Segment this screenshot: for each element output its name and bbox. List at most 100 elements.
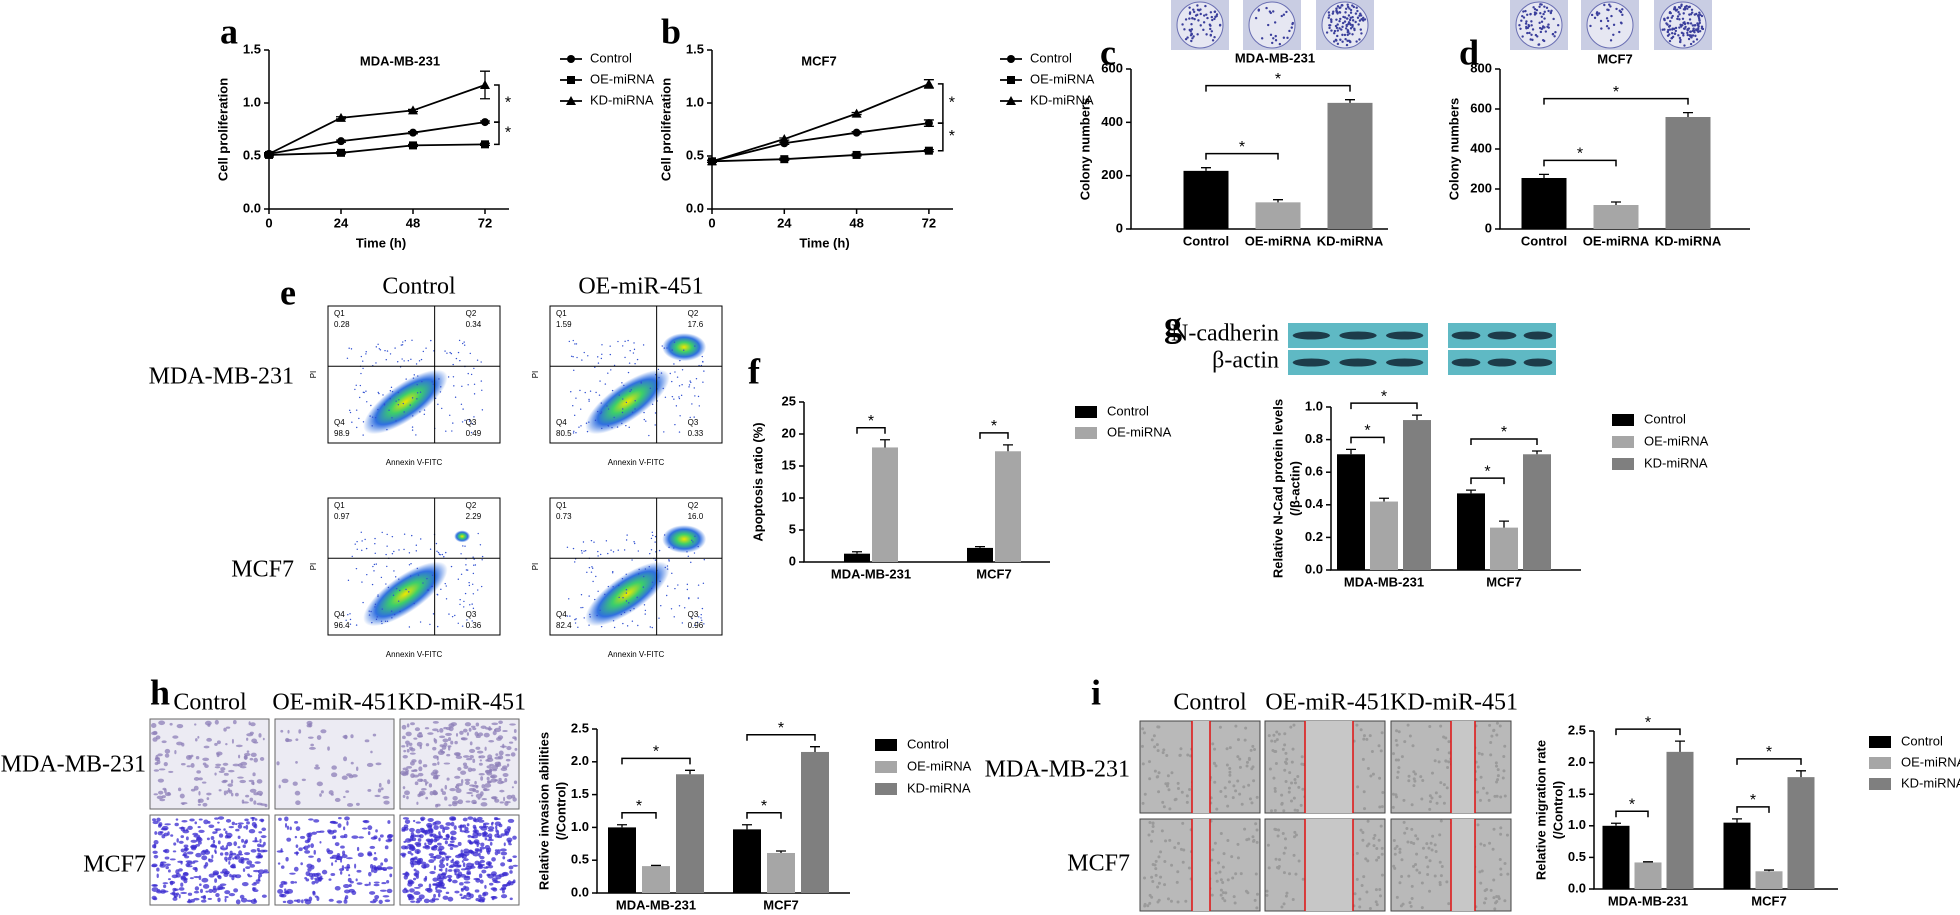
cell bbox=[663, 431, 665, 433]
cell bbox=[1410, 897, 1414, 901]
cell bbox=[463, 881, 471, 884]
cell bbox=[588, 398, 590, 401]
point bbox=[337, 148, 345, 157]
cell bbox=[237, 824, 243, 829]
cell bbox=[452, 363, 454, 366]
cell bbox=[186, 900, 193, 904]
cell bbox=[481, 555, 484, 558]
cell bbox=[1364, 857, 1368, 861]
y-axis-label: PI bbox=[531, 371, 540, 379]
significance-bracket bbox=[1350, 402, 1418, 410]
cell bbox=[366, 401, 368, 403]
cell bbox=[1492, 896, 1496, 900]
cell bbox=[402, 402, 404, 405]
cell bbox=[481, 389, 483, 392]
cell bbox=[1301, 877, 1305, 881]
cell bbox=[175, 892, 180, 896]
scratch bbox=[1192, 819, 1210, 911]
cell bbox=[664, 396, 667, 398]
cell bbox=[454, 890, 460, 894]
error-bar bbox=[1611, 201, 1621, 205]
cell bbox=[294, 835, 298, 839]
cell bbox=[406, 723, 410, 728]
cell bbox=[330, 873, 336, 876]
cell bbox=[621, 422, 623, 425]
cell bbox=[498, 823, 503, 828]
colony bbox=[1687, 27, 1691, 30]
error-bar bbox=[1346, 448, 1356, 455]
error-bar bbox=[1412, 414, 1422, 421]
legend-label: OE-miRNA bbox=[1901, 754, 1960, 769]
point bbox=[480, 79, 490, 89]
cell bbox=[592, 580, 594, 583]
cell bbox=[164, 856, 170, 860]
colony bbox=[1538, 21, 1541, 25]
cell bbox=[1245, 764, 1249, 768]
colony bbox=[1671, 27, 1674, 30]
cell bbox=[475, 746, 481, 750]
cell bbox=[663, 534, 666, 536]
cell bbox=[470, 794, 474, 797]
cell bbox=[165, 866, 169, 870]
cell bbox=[486, 765, 492, 769]
colony bbox=[1202, 21, 1206, 24]
cell bbox=[401, 724, 407, 730]
cell bbox=[290, 880, 295, 884]
cell bbox=[177, 787, 182, 792]
colony bbox=[1345, 43, 1349, 47]
cell bbox=[1272, 776, 1276, 780]
cell bbox=[435, 542, 438, 545]
cell bbox=[1143, 902, 1147, 906]
colony bbox=[1282, 36, 1286, 39]
cell bbox=[376, 616, 378, 618]
cell bbox=[310, 743, 314, 747]
cell bbox=[394, 576, 397, 578]
cell bbox=[460, 888, 464, 892]
cell bbox=[1495, 780, 1499, 784]
bar bbox=[1723, 822, 1751, 889]
cell bbox=[314, 879, 319, 884]
cell bbox=[633, 541, 635, 543]
cell bbox=[369, 845, 376, 849]
cell bbox=[613, 416, 615, 419]
colony bbox=[1536, 35, 1539, 38]
cell bbox=[1489, 753, 1493, 757]
cell bbox=[277, 889, 284, 894]
quadrant-name: Q4 bbox=[334, 418, 345, 427]
cell bbox=[354, 388, 356, 391]
cell bbox=[1270, 809, 1274, 813]
bar bbox=[1755, 871, 1783, 889]
cell bbox=[476, 816, 483, 821]
axis-line bbox=[711, 50, 953, 210]
colony bbox=[1199, 12, 1202, 16]
cell bbox=[673, 398, 675, 400]
error-bar bbox=[651, 864, 661, 867]
colony bbox=[1663, 18, 1666, 21]
cell bbox=[468, 420, 471, 422]
cell bbox=[474, 889, 480, 893]
colony bbox=[1352, 5, 1356, 9]
cell bbox=[299, 835, 306, 839]
cell bbox=[403, 411, 405, 413]
cell bbox=[389, 353, 392, 355]
cell bbox=[459, 882, 464, 886]
colony bbox=[1273, 21, 1277, 24]
cell bbox=[1426, 865, 1430, 869]
cell bbox=[402, 735, 406, 740]
cell bbox=[1247, 783, 1251, 787]
cell bbox=[574, 343, 576, 345]
cell bbox=[1503, 794, 1507, 798]
cell bbox=[378, 782, 382, 788]
cell bbox=[463, 600, 465, 603]
point bbox=[409, 141, 417, 150]
colony bbox=[1691, 34, 1695, 37]
cell bbox=[1433, 843, 1437, 847]
cell bbox=[197, 803, 202, 806]
cell bbox=[670, 608, 673, 610]
cell bbox=[412, 834, 417, 838]
cell bbox=[334, 886, 341, 891]
colony bbox=[1356, 9, 1359, 13]
cell bbox=[249, 863, 256, 868]
cell bbox=[379, 834, 384, 838]
